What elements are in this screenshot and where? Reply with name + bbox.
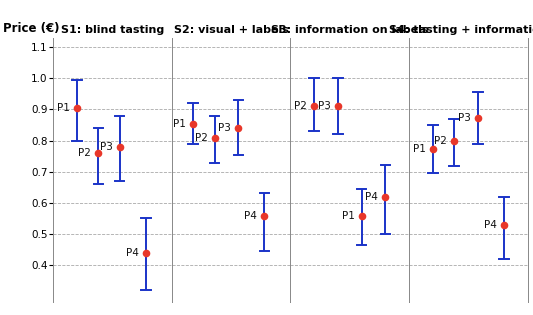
Text: Price (€): Price (€) xyxy=(4,22,60,35)
Text: P2: P2 xyxy=(434,135,447,146)
Text: P3: P3 xyxy=(458,113,471,123)
Text: P1: P1 xyxy=(57,103,70,113)
Text: P1: P1 xyxy=(342,211,354,221)
Text: P3: P3 xyxy=(100,142,112,152)
Text: P1: P1 xyxy=(413,144,426,154)
Text: P2: P2 xyxy=(294,101,307,111)
Text: P2: P2 xyxy=(195,133,207,143)
Text: P4: P4 xyxy=(126,248,139,258)
Text: P4: P4 xyxy=(484,220,497,230)
Text: P3: P3 xyxy=(318,101,331,111)
Text: P1: P1 xyxy=(173,119,186,129)
Text: P3: P3 xyxy=(219,123,231,133)
Text: S1: blind tasting: S1: blind tasting xyxy=(61,25,164,35)
Text: S2: visual + labels: S2: visual + labels xyxy=(174,25,289,35)
Text: P2: P2 xyxy=(78,148,91,158)
Text: S4: tasting + information: S4: tasting + information xyxy=(389,25,533,35)
Text: S3: information on labels: S3: information on labels xyxy=(271,25,429,35)
Text: P4: P4 xyxy=(245,211,257,221)
Text: P4: P4 xyxy=(365,192,378,202)
